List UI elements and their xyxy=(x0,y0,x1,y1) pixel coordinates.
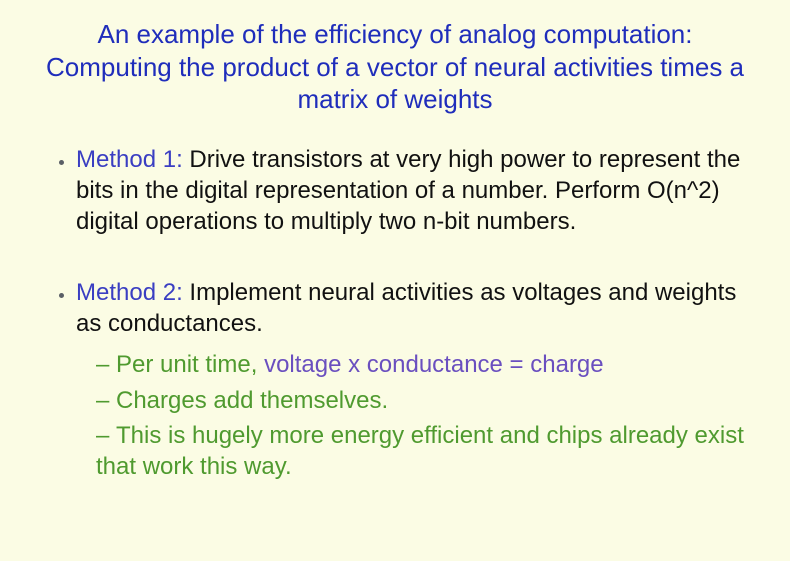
bullet-item: Method 2: Implement neural activities as… xyxy=(76,277,754,482)
sub-bullet-item: –This is hugely more energy efficient an… xyxy=(96,420,754,482)
sub-bullet-segment: voltage x conductance = charge xyxy=(264,351,604,378)
bullet-lead: Method 2: xyxy=(76,279,183,306)
bullet-lead: Method 1: xyxy=(76,146,183,173)
sub-bullet-segment: This is hugely more energy efficient and… xyxy=(96,422,744,480)
dash-icon: – xyxy=(96,385,116,416)
slide-title: An example of the efficiency of analog c… xyxy=(46,18,744,116)
bullet-list: Method 1: Drive transistors at very high… xyxy=(36,144,754,483)
sub-bullet-segment: Per unit time, xyxy=(116,351,264,378)
dash-icon: – xyxy=(96,349,116,380)
bullet-item: Method 1: Drive transistors at very high… xyxy=(76,144,754,238)
sub-bullet-item: –Charges add themselves. xyxy=(96,385,754,416)
sub-bullet-segment: Charges add themselves. xyxy=(116,387,388,414)
sub-bullet-item: –Per unit time, voltage x conductance = … xyxy=(96,349,754,380)
dash-icon: – xyxy=(96,420,116,451)
sub-bullet-list: –Per unit time, voltage x conductance = … xyxy=(76,349,754,482)
slide: An example of the efficiency of analog c… xyxy=(0,0,790,561)
